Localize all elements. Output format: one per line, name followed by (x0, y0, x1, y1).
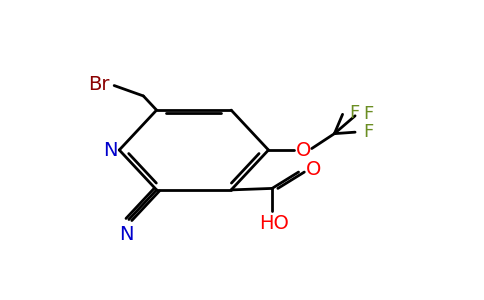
Text: F: F (349, 104, 359, 122)
Text: O: O (306, 160, 321, 179)
Text: F: F (363, 105, 374, 123)
Text: O: O (295, 140, 311, 160)
Text: Br: Br (88, 75, 109, 94)
Text: HO: HO (259, 214, 289, 233)
Text: F: F (363, 123, 374, 141)
Text: N: N (104, 140, 118, 160)
Text: N: N (119, 225, 134, 244)
